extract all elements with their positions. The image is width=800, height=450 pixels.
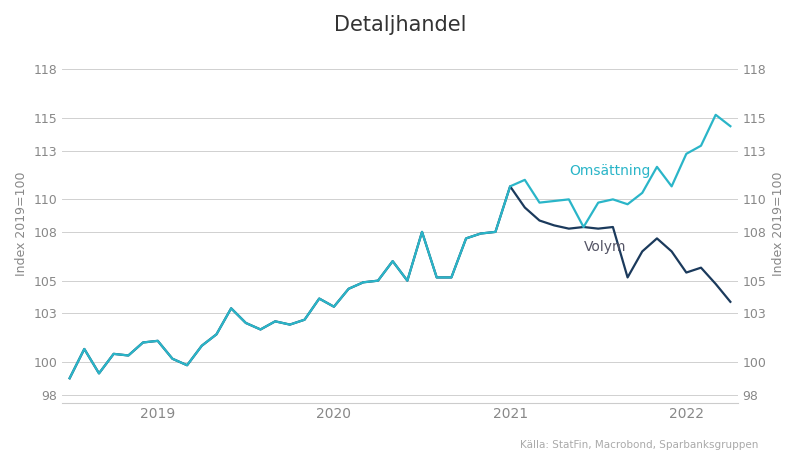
Y-axis label: Index 2019=100: Index 2019=100 bbox=[772, 171, 785, 276]
Y-axis label: Index 2019=100: Index 2019=100 bbox=[15, 171, 28, 276]
Text: Omsättning: Omsättning bbox=[569, 164, 650, 178]
Title: Detaljhandel: Detaljhandel bbox=[334, 15, 466, 35]
Text: Volym: Volym bbox=[583, 240, 626, 254]
Text: Källa: StatFin, Macrobond, Sparbanksgruppen: Källa: StatFin, Macrobond, Sparbanksgrup… bbox=[520, 440, 758, 450]
